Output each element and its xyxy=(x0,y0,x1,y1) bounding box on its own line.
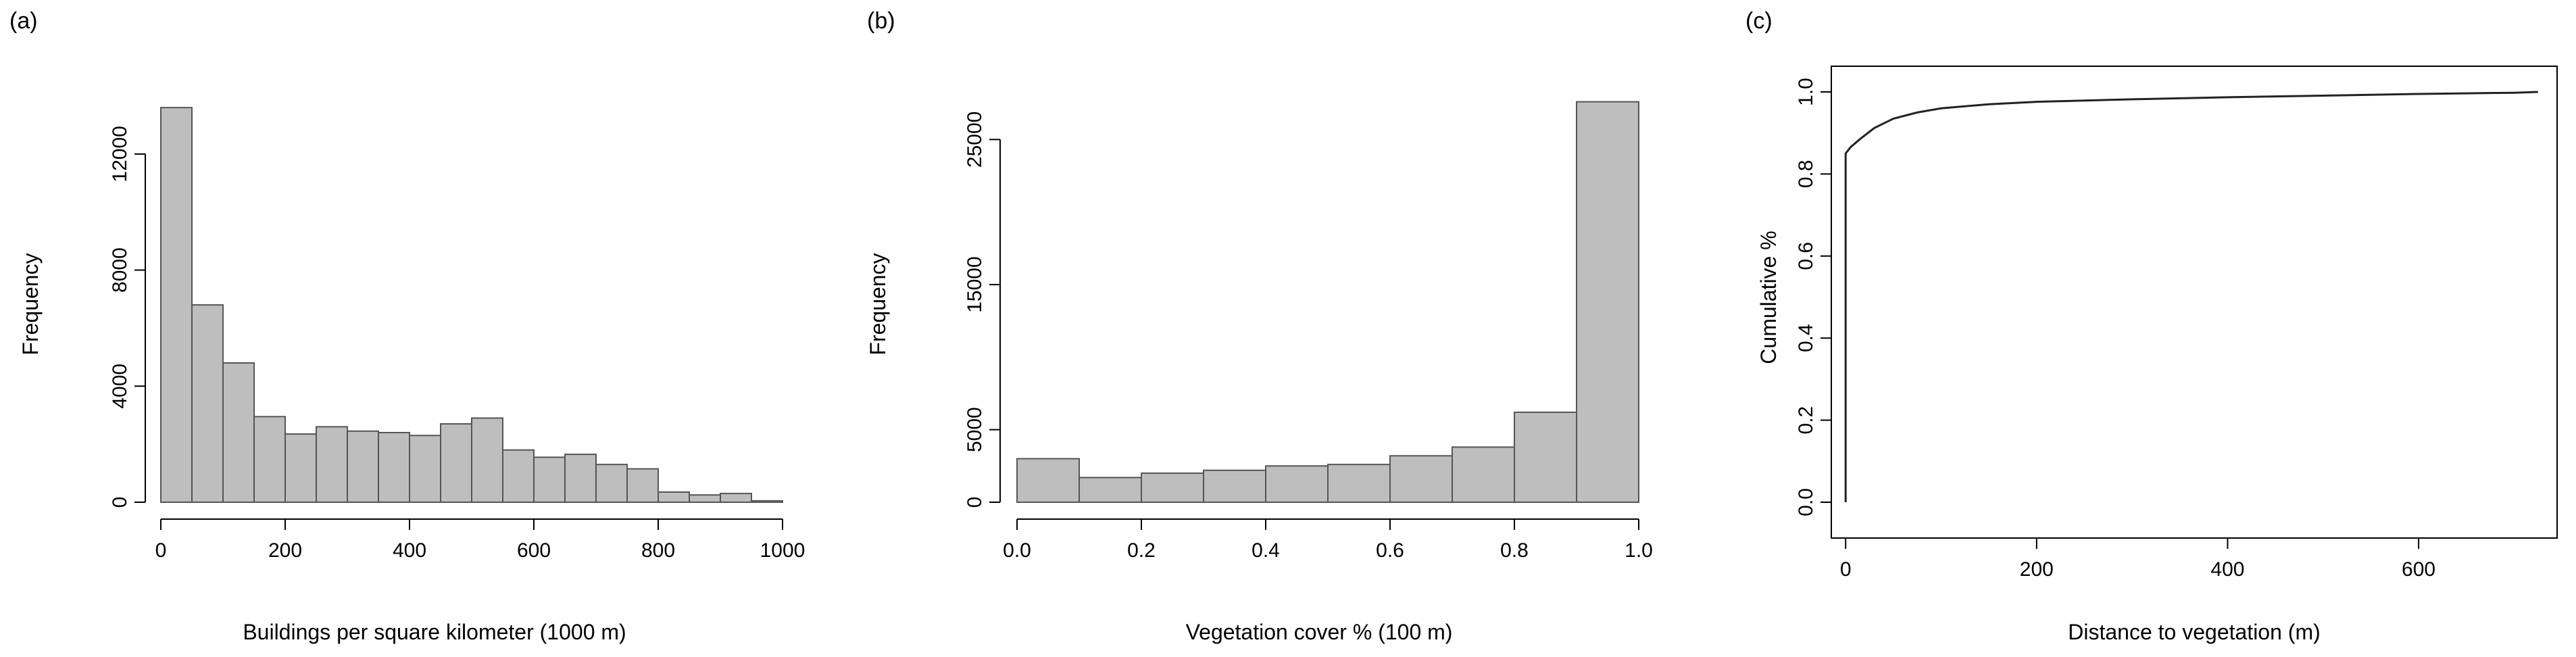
y-tick-label-b-0: 0 xyxy=(964,497,986,508)
bar-b-8 xyxy=(1514,411,1577,504)
axes-b: 0.0 0.2 0.4 0.6 0.8 1.0 0 5000 15000 25000 xyxy=(964,112,1653,562)
x-tick-label-b-0: 0.0 xyxy=(1003,539,1031,562)
y-tick-label-c-1: 0.2 xyxy=(1795,406,1817,435)
bar-a-1 xyxy=(191,304,224,503)
cumulative-distance-panel: (c) 0 200 400 600 0.0 0.2 0.4 0.6 0.8 1.0 Distanc… xyxy=(1745,8,2558,644)
x-tick-label-c-1: 200 xyxy=(2020,558,2054,581)
y-tick-label-b-2: 15000 xyxy=(964,256,986,312)
histogram-buildings-panel: (a) 0 200 400 600 800 1000 0 4000 8000 12000 Buil… xyxy=(9,8,805,644)
y-axis-label-c: Cumulative % xyxy=(1756,230,1781,364)
x-tick-label-a-2: 400 xyxy=(393,539,426,562)
x-tick-label-a-0: 0 xyxy=(155,539,167,562)
y-tick-label-b-1: 5000 xyxy=(964,407,986,452)
y-axis-label-b: Frequency xyxy=(866,253,890,355)
bar-b-0 xyxy=(1016,458,1080,503)
y-axis-label-a: Frequency xyxy=(18,253,43,355)
bar-a-5 xyxy=(316,426,348,504)
x-tick-label-c-3: 600 xyxy=(2402,558,2435,581)
bar-a-10 xyxy=(471,417,503,503)
bar-b-4 xyxy=(1265,465,1329,504)
bar-a-13 xyxy=(564,454,597,503)
y-tick-label-a-1: 4000 xyxy=(109,364,131,409)
y-tick-label-a-2: 8000 xyxy=(109,247,131,293)
bar-b-9 xyxy=(1576,101,1639,504)
y-tick-label-a-3: 12000 xyxy=(109,126,131,182)
panel-label-b: (b) xyxy=(867,8,895,34)
bar-a-9 xyxy=(440,423,472,503)
axes-a: 0 200 400 600 800 1000 0 4000 8000 12000 xyxy=(109,126,805,562)
plot-frame-c xyxy=(1831,66,2558,539)
y-tick-label-c-3: 0.6 xyxy=(1795,242,1817,270)
x-tick-label-a-4: 800 xyxy=(641,539,675,562)
bar-a-16 xyxy=(658,491,690,503)
bar-a-15 xyxy=(626,468,659,503)
x-axis-label-a: Buildings per square kilometer (1000 m) xyxy=(243,620,626,644)
x-tick-label-b-5: 1.0 xyxy=(1625,539,1653,562)
bar-a-19 xyxy=(751,500,783,504)
cumulative-curve-c xyxy=(1844,91,2538,502)
histogram-bars-a xyxy=(160,107,783,504)
x-tick-label-b-2: 0.4 xyxy=(1252,539,1280,562)
panel-label-a: (a) xyxy=(9,8,38,34)
x-tick-label-b-3: 0.6 xyxy=(1376,539,1404,562)
axes-c: 0 200 400 600 0.0 0.2 0.4 0.6 0.8 1.0 xyxy=(1795,78,2435,581)
bar-b-2 xyxy=(1141,472,1204,503)
y-tick-label-a-0: 0 xyxy=(109,497,131,508)
bar-b-1 xyxy=(1079,477,1142,504)
x-tick-label-b-1: 0.2 xyxy=(1127,539,1156,562)
y-tick-label-c-4: 0.8 xyxy=(1795,160,1817,189)
histogram-bars-b xyxy=(1016,101,1639,504)
bar-b-3 xyxy=(1203,469,1266,503)
y-tick-label-c-5: 1.0 xyxy=(1795,78,1817,106)
y-tick-label-c-0: 0.0 xyxy=(1795,488,1817,516)
bar-b-5 xyxy=(1327,464,1391,504)
x-tick-label-a-5: 1000 xyxy=(760,539,806,562)
bar-a-2 xyxy=(222,362,255,504)
x-tick-label-c-0: 0 xyxy=(1840,558,1852,581)
bar-a-7 xyxy=(378,431,410,504)
bar-a-0 xyxy=(160,107,193,503)
x-axis-label-c: Distance to vegetation (m) xyxy=(2068,620,2321,644)
bar-a-6 xyxy=(347,430,379,504)
bar-a-11 xyxy=(502,449,535,504)
bar-a-18 xyxy=(720,493,752,503)
x-tick-label-b-4: 0.8 xyxy=(1500,539,1529,562)
x-tick-label-c-2: 400 xyxy=(2210,558,2244,581)
bar-a-14 xyxy=(595,464,628,504)
y-tick-label-c-2: 0.4 xyxy=(1795,324,1817,352)
bar-a-17 xyxy=(689,494,721,504)
y-tick-label-b-3: 25000 xyxy=(964,112,986,168)
bar-a-3 xyxy=(253,416,286,503)
bar-a-8 xyxy=(409,435,441,503)
bar-b-7 xyxy=(1452,446,1515,504)
x-axis-label-b: Vegetation cover % (100 m) xyxy=(1186,620,1453,644)
histogram-vegetation-panel: (b) 0.0 0.2 0.4 0.6 0.8 1.0 0 5000 15000 25000 Ve… xyxy=(866,8,1653,644)
bar-b-6 xyxy=(1389,455,1453,503)
x-tick-label-a-3: 600 xyxy=(517,539,551,562)
x-tick-label-a-1: 200 xyxy=(268,539,302,562)
bar-a-12 xyxy=(533,456,566,503)
bar-a-4 xyxy=(284,433,317,503)
panel-label-c: (c) xyxy=(1745,8,1773,34)
